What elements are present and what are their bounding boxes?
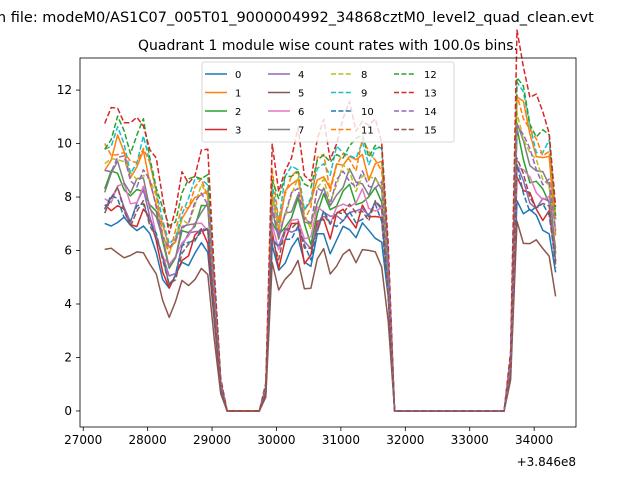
legend-label-9: 9	[361, 89, 367, 100]
plot-frame	[79, 57, 577, 428]
y-tick-label: 6	[64, 244, 72, 258]
legend-label-8: 8	[361, 70, 367, 81]
x-tick-label: 30000	[257, 433, 295, 447]
series-layer	[103, 29, 557, 412]
x-tick-label: 34000	[515, 433, 553, 447]
legend-label-14: 14	[424, 107, 437, 118]
x-offset-label: +3.846e8	[517, 455, 576, 469]
y-tick-label: 4	[64, 297, 72, 311]
legend-label-3: 3	[235, 126, 241, 137]
legend-label-6: 6	[298, 107, 304, 118]
y-tick-label: 8	[64, 190, 72, 204]
legend-label-15: 15	[424, 126, 437, 137]
y-tick-label: 10	[57, 137, 72, 151]
legend-label-13: 13	[424, 89, 437, 100]
legend-label-4: 4	[298, 70, 304, 81]
legend-label-11: 11	[361, 126, 374, 137]
legend-label-12: 12	[424, 70, 437, 81]
x-tick-label: 33000	[451, 433, 489, 447]
legend-label-2: 2	[235, 107, 241, 118]
y-tick-label: 2	[64, 350, 72, 364]
x-tick-label: 28000	[129, 433, 167, 447]
legend-label-1: 1	[235, 89, 241, 100]
legend-label-10: 10	[361, 107, 374, 118]
y-tick-label: 12	[57, 83, 72, 97]
chart-title: Quadrant 1 module wise count rates with …	[138, 38, 518, 54]
y-axis: 0 2 4 6 8 10 12	[57, 83, 80, 418]
legend-label-5: 5	[298, 89, 304, 100]
x-tick-label: 29000	[193, 433, 231, 447]
x-tick-label: 27000	[64, 433, 102, 447]
y-tick-label: 0	[64, 404, 72, 418]
x-tick-label: 31000	[322, 433, 360, 447]
series-line-15	[104, 157, 557, 412]
x-axis: 27000 28000 29000 30000 31000 32000 33000 34000	[64, 427, 553, 447]
legend-box	[201, 61, 455, 143]
series-line-13	[104, 29, 557, 412]
legend-label-7: 7	[298, 126, 304, 137]
chart-suptitle: m file: modeM0/AS1C07_005T01_9000004992_…	[0, 10, 594, 26]
x-tick-label: 32000	[386, 433, 424, 447]
legend-label-0: 0	[235, 70, 241, 81]
